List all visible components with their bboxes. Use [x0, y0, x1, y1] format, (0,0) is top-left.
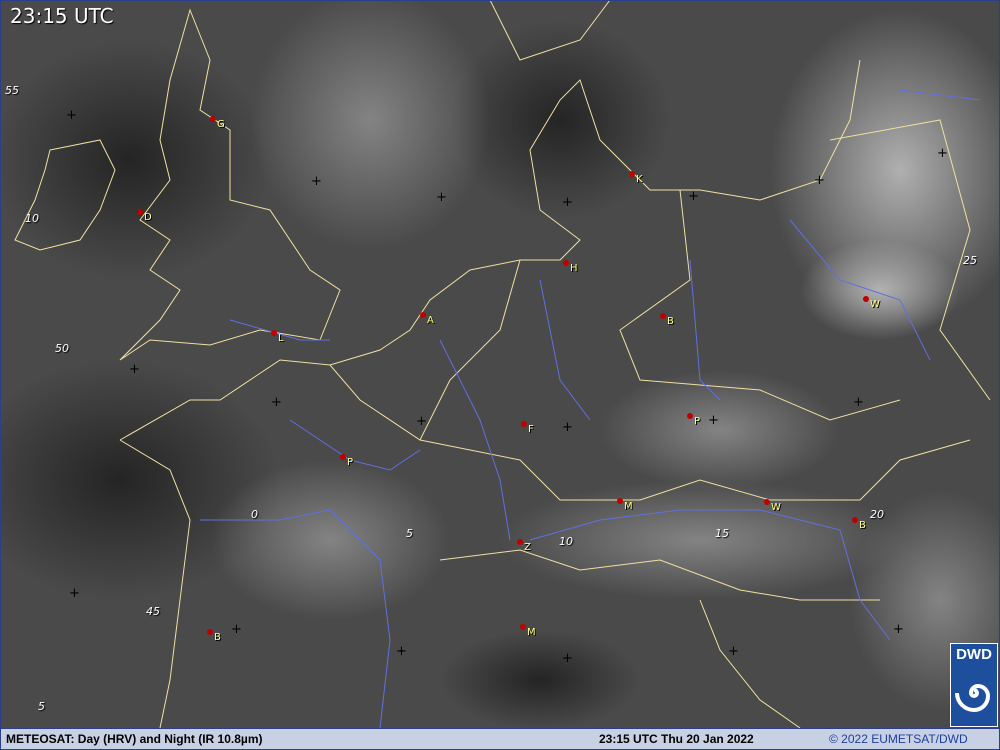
longitude-label: 20 [870, 508, 884, 521]
time-label: 23:15 UTC [10, 4, 114, 28]
longitude-label: 5 [406, 527, 413, 540]
footer-bar: METEOSAT: Day (HRV) and Night (IR 10.8µm… [0, 728, 1000, 750]
latitude-label: 45 [146, 605, 160, 618]
grid-cross-icon: + [271, 395, 282, 410]
grid-cross-icon: + [231, 622, 242, 637]
grid-cross-icon: + [311, 174, 322, 189]
grid-cross-icon: + [688, 189, 699, 204]
latitude-label: 55 [5, 84, 19, 97]
grid-cross-icon: + [69, 586, 80, 601]
grid-cross-icon: + [708, 413, 719, 428]
grid-cross-icon: + [129, 362, 140, 377]
longitude-label: 15 [715, 527, 729, 540]
swirl-icon [955, 683, 991, 713]
grid-cross-icon: + [562, 651, 573, 666]
grid-cross-icon: + [416, 414, 427, 429]
image-datetime: 23:15 UTC Thu 20 Jan 2022 [599, 732, 754, 746]
copyright: © 2022 EUMETSAT/DWD [829, 732, 968, 746]
product-title: METEOSAT: Day (HRV) and Night (IR 10.8µm… [6, 732, 263, 746]
satellite-map [0, 0, 1000, 728]
grid-cross-icon: + [937, 146, 948, 161]
grid-cross-icon: + [814, 173, 825, 188]
dwd-logo: DWD [950, 643, 998, 727]
longitude-label: 10 [25, 212, 39, 225]
grid-cross-icon: + [853, 395, 864, 410]
grid-cross-icon: + [396, 644, 407, 659]
grid-cross-icon: + [562, 420, 573, 435]
longitude-label: 10 [559, 535, 573, 548]
longitude-label: 5 [38, 700, 45, 713]
longitude-label: 25 [963, 254, 977, 267]
logo-text: DWD [956, 646, 992, 663]
grid-cross-icon: + [893, 622, 904, 637]
grid-cross-icon: + [562, 195, 573, 210]
grid-cross-icon: + [66, 108, 77, 123]
grid-cross-icon: + [436, 190, 447, 205]
latitude-label: 50 [55, 342, 69, 355]
grid-cross-icon: + [728, 644, 739, 659]
longitude-label: 0 [251, 508, 258, 521]
